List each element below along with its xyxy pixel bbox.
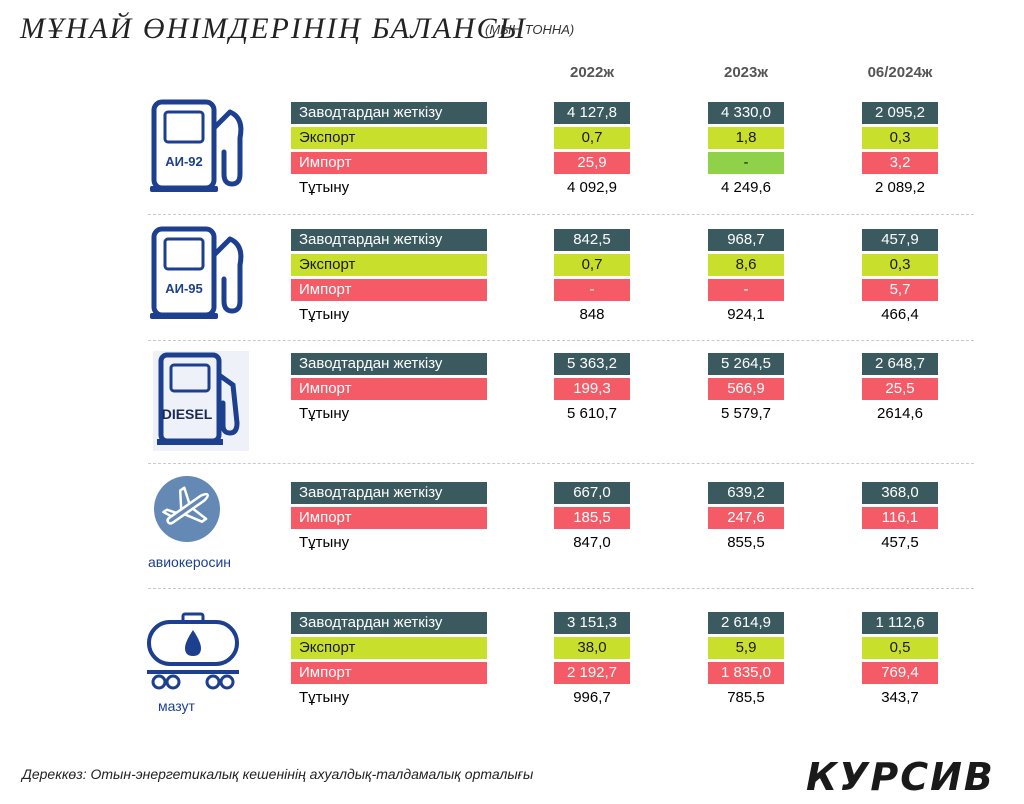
pump-label: АИ-92 xyxy=(165,154,203,169)
airplane-icon xyxy=(154,476,220,542)
value-cell: - xyxy=(554,279,630,301)
value-cell: 199,3 xyxy=(554,378,630,400)
row-label-export: Экспорт xyxy=(291,254,487,276)
source-note: Дереккөз: Отын-энергетикалық кешенінің а… xyxy=(22,766,534,782)
value-cell: 2 089,2 xyxy=(874,179,926,196)
row-label-supply: Заводтардан жеткізу xyxy=(291,482,487,504)
value-cell: 4 127,8 xyxy=(554,102,630,124)
value-cell: 924,1 xyxy=(727,306,765,323)
fuel-pump-icon: АИ-95 xyxy=(150,226,244,319)
diesel-pump-icon: DIESEL xyxy=(153,351,249,451)
value-cell: 4 092,9 xyxy=(566,179,618,196)
value-cell: 0,5 xyxy=(862,637,938,659)
value-cell: 842,5 xyxy=(554,229,630,251)
value-cell: 1 835,0 xyxy=(708,662,784,684)
value-cell: 8,6 xyxy=(708,254,784,276)
value-cell: 5 579,7 xyxy=(720,405,772,422)
year-header: 2023ж xyxy=(723,64,768,81)
value-cell: 1 112,6 xyxy=(862,612,938,634)
value-cell: 5,9 xyxy=(708,637,784,659)
row-label-supply: Заводтардан жеткізу xyxy=(291,612,487,634)
pump-label: DIESEL xyxy=(162,406,213,422)
row-label-consumption: Тұтыну xyxy=(299,689,350,706)
row-label-supply: Заводтардан жеткізу xyxy=(291,102,487,124)
row-label-consumption: Тұтыну xyxy=(299,306,350,323)
unit-label: (МЫҢ ТОННА) xyxy=(485,22,575,37)
value-cell: 769,4 xyxy=(862,662,938,684)
value-cell: 466,4 xyxy=(881,306,919,323)
value-cell: 0,3 xyxy=(862,254,938,276)
value-cell: 847,0 xyxy=(573,534,611,551)
row-label-supply: Заводтардан жеткізу xyxy=(291,229,487,251)
value-cell: 2 192,7 xyxy=(554,662,630,684)
row-label-import: Импорт xyxy=(291,662,487,684)
product-caption: авиокеросин xyxy=(148,554,232,570)
value-cell: 0,7 xyxy=(554,254,630,276)
value-cell: 4 249,6 xyxy=(720,179,772,196)
value-cell: 457,5 xyxy=(881,534,919,551)
value-cell: 785,5 xyxy=(727,689,765,706)
value-cell: 2 095,2 xyxy=(862,102,938,124)
value-cell: 968,7 xyxy=(708,229,784,251)
row-label-import: Импорт xyxy=(291,279,487,301)
value-cell: 5 264,5 xyxy=(708,353,784,375)
row-label-import: Импорт xyxy=(291,507,487,529)
section-divider xyxy=(148,588,974,589)
value-cell: 4 330,0 xyxy=(708,102,784,124)
fuel-pump-icon: АИ-92 xyxy=(150,99,244,192)
value-cell: 0,3 xyxy=(862,127,938,149)
value-cell: - xyxy=(708,279,784,301)
value-cell: 5 363,2 xyxy=(554,353,630,375)
value-cell: 855,5 xyxy=(727,534,765,551)
value-cell: - xyxy=(708,152,784,174)
value-cell: 3 151,3 xyxy=(554,612,630,634)
value-cell: 5,7 xyxy=(862,279,938,301)
value-cell: 457,9 xyxy=(862,229,938,251)
value-cell: 368,0 xyxy=(862,482,938,504)
value-cell: 2614,6 xyxy=(877,405,923,422)
row-label-export: Экспорт xyxy=(291,637,487,659)
value-cell: 667,0 xyxy=(554,482,630,504)
value-cell: 996,7 xyxy=(573,689,611,706)
value-cell: 639,2 xyxy=(708,482,784,504)
value-cell: 25,5 xyxy=(862,378,938,400)
row-label-export: Экспорт xyxy=(291,127,487,149)
pump-label: АИ-95 xyxy=(165,281,203,296)
section-divider xyxy=(148,463,974,464)
section-divider xyxy=(148,214,974,215)
year-header: 06/2024ж xyxy=(867,64,933,81)
brand-logo: КУРСИВ xyxy=(806,755,995,799)
section-divider xyxy=(148,340,974,341)
value-cell: 566,9 xyxy=(708,378,784,400)
value-cell: 2 614,9 xyxy=(708,612,784,634)
value-cell: 38,0 xyxy=(554,637,630,659)
value-cell: 247,6 xyxy=(708,507,784,529)
row-label-import: Импорт xyxy=(291,378,487,400)
year-header: 2022ж xyxy=(569,64,614,81)
page-title: МҰНАЙ ӨНІМДЕРІНІҢ БАЛАНСЫ xyxy=(20,12,527,45)
tank-wagon-icon xyxy=(147,612,239,690)
row-label-supply: Заводтардан жеткізу xyxy=(291,353,487,375)
value-cell: 0,7 xyxy=(554,127,630,149)
row-label-consumption: Тұтыну xyxy=(299,534,350,551)
value-cell: 2 648,7 xyxy=(862,353,938,375)
value-cell: 1,8 xyxy=(708,127,784,149)
product-caption: мазут xyxy=(158,698,195,714)
value-cell: 25,9 xyxy=(554,152,630,174)
row-label-consumption: Тұтыну xyxy=(299,405,350,422)
value-cell: 116,1 xyxy=(862,507,938,529)
value-cell: 343,7 xyxy=(881,689,919,706)
row-label-consumption: Тұтыну xyxy=(299,179,350,196)
value-cell: 185,5 xyxy=(554,507,630,529)
value-cell: 3,2 xyxy=(862,152,938,174)
row-label-import: Импорт xyxy=(291,152,487,174)
value-cell: 5 610,7 xyxy=(566,405,618,422)
value-cell: 848 xyxy=(579,306,605,323)
